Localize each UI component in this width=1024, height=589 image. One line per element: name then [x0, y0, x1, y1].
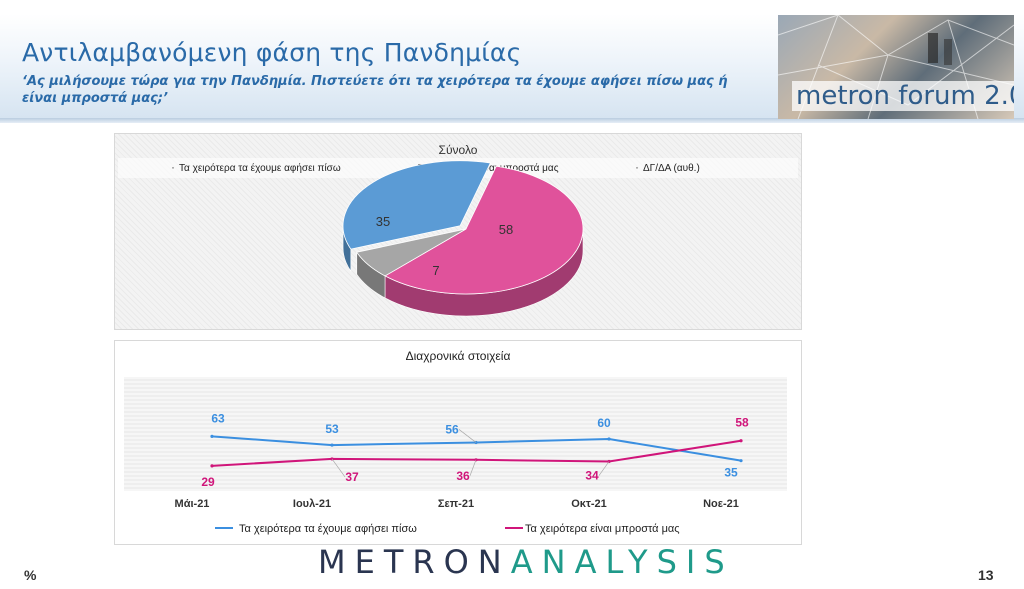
- data-point: [330, 443, 334, 447]
- data-label: 37: [345, 470, 359, 484]
- page-subtitle: ‘Ας μιλήσουμε τώρα για την Πανδημία. Πισ…: [22, 74, 728, 106]
- page-title: Αντιλαμβανόμενη φάση της Πανδημίας: [22, 38, 522, 67]
- metron-forum-logo: metron forum 2.0: [778, 15, 1014, 119]
- brand-metron: METRON: [318, 543, 511, 581]
- data-point: [210, 464, 214, 468]
- pie-legend-label: ΔΓ/ΔΑ (αυθ.): [643, 163, 700, 174]
- data-label: 58: [735, 416, 749, 430]
- metron-analysis-logo: METRONANALYSIS: [318, 543, 734, 581]
- pie-chart: Σύνολο · Τα χειρότερα τα έχουμε αφήσει πίσ…: [118, 143, 798, 317]
- line-chart-panel: Διαχρονικά στοιχεία Μάι-21 Ιουλ-21 Σεπ-21 Οκ…: [114, 340, 802, 545]
- data-label: 60: [597, 416, 611, 430]
- data-label: 53: [325, 422, 339, 436]
- pie-chart-panel: Σύνολο · Τα χειρότερα τα έχουμε αφήσει πίσ…: [114, 133, 802, 330]
- legend-label: Τα χειρότερα είναι μπροστά μας: [525, 523, 680, 535]
- data-label: 35: [724, 466, 738, 480]
- pie-data-label: 35: [376, 214, 390, 229]
- x-tick-label: Ιουλ-21: [293, 498, 331, 510]
- x-tick-label: Σεπ-21: [438, 498, 474, 510]
- x-tick-label: Μάι-21: [175, 498, 210, 510]
- x-tick-label: Οκτ-21: [571, 498, 607, 510]
- data-label: 34: [585, 469, 599, 483]
- data-label: 56: [445, 422, 459, 436]
- leader-line: [598, 461, 610, 476]
- pie-data-label: 58: [499, 222, 513, 237]
- data-label: 36: [456, 469, 470, 483]
- brand-analysis: ANALYSIS: [510, 543, 734, 581]
- pie-legend-marker: ·: [635, 160, 639, 174]
- leader-line: [458, 429, 477, 443]
- legend-label: Τα χειρότερα τα έχουμε αφήσει πίσω: [239, 523, 417, 535]
- data-label: 29: [201, 475, 215, 489]
- pie-data-label: 7: [432, 263, 439, 278]
- x-tick-label: Νοε-21: [703, 498, 739, 510]
- pie-legend-label: Τα χειρότερα τα έχουμε αφήσει πίσω: [179, 162, 341, 174]
- unit-label: %: [24, 567, 37, 583]
- pie-legend-marker: ·: [171, 160, 175, 174]
- pie-slice: [342, 160, 491, 250]
- leader-line: [469, 459, 477, 476]
- pie-title: Σύνολο: [439, 143, 478, 157]
- data-point: [739, 439, 743, 443]
- data-point: [739, 459, 743, 463]
- page-number: 13: [978, 567, 994, 583]
- logo-text: metron forum 2.0: [792, 81, 1014, 111]
- line-title: Διαχρονικά στοιχεία: [406, 349, 511, 363]
- data-point: [607, 437, 611, 441]
- header-divider: [0, 118, 1024, 123]
- leader-line: [331, 458, 346, 478]
- data-label: 63: [211, 411, 225, 425]
- pie-slice: [356, 228, 467, 277]
- line-chart: Διαχρονικά στοιχεία Μάι-21 Ιουλ-21 Σεπ-21 Οκ…: [124, 349, 787, 535]
- data-point: [210, 434, 214, 438]
- pie-slice: [384, 165, 584, 295]
